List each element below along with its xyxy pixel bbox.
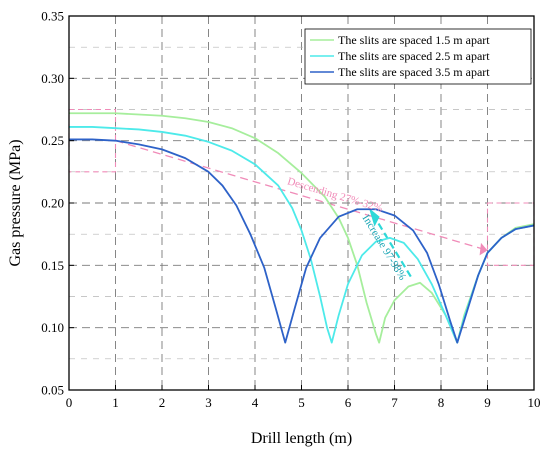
legend-label-3: The slits are spaced 3.5 m apart bbox=[338, 65, 490, 79]
legend-label-1: The slits are spaced 1.5 m apart bbox=[338, 33, 490, 47]
x-tick-label: 6 bbox=[345, 395, 352, 410]
y-tick-label: 0.20 bbox=[41, 196, 64, 211]
x-axis-title: Drill length (m) bbox=[251, 430, 352, 447]
annotation-labels: Descending 27%-32%Increase 97-98% bbox=[286, 175, 409, 282]
x-tick-label: 9 bbox=[484, 395, 491, 410]
series-line-3 bbox=[69, 138, 535, 344]
legend: The slits are spaced 1.5 m apart The sli… bbox=[304, 28, 532, 85]
y-tick-label: 0.15 bbox=[41, 258, 64, 273]
x-tick-label: 0 bbox=[66, 395, 73, 410]
series-layer bbox=[69, 112, 535, 344]
annotation-layer bbox=[68, 108, 535, 278]
x-tick-label: 1 bbox=[112, 395, 119, 410]
x-tick-label: 8 bbox=[438, 395, 445, 410]
x-tick-label: 5 bbox=[298, 395, 305, 410]
descending-label: Descending 27%-32% bbox=[286, 175, 384, 214]
y-tick-label: 0.35 bbox=[41, 9, 64, 24]
descending-arrowhead bbox=[479, 242, 488, 256]
legend-label-2: The slits are spaced 2.5 m apart bbox=[338, 49, 490, 63]
x-tick-label: 2 bbox=[159, 395, 166, 410]
x-tick-label: 10 bbox=[528, 395, 541, 410]
y-axis-title: Gas pressure (MPa) bbox=[7, 139, 24, 266]
y-tick-label: 0.10 bbox=[41, 320, 64, 335]
increase-arrowhead bbox=[368, 207, 380, 227]
y-tick-label: 0.30 bbox=[41, 71, 64, 86]
legend-box bbox=[304, 28, 532, 85]
x-tick-label: 4 bbox=[252, 395, 259, 410]
increase-label: Increase 97-98% bbox=[360, 213, 409, 283]
axis-ticks: 0 1 2 3 4 5 6 7 8 9 10 0.05 0.10 0.15 0.20 0.25 0.30 0.35 bbox=[41, 9, 540, 411]
grid-lines bbox=[69, 16, 534, 390]
x-tick-label: 3 bbox=[205, 395, 212, 410]
y-tick-label: 0.25 bbox=[41, 133, 64, 148]
x-tick-label: 7 bbox=[391, 395, 398, 410]
increase-arrow-line bbox=[372, 214, 412, 278]
y-tick-label: 0.05 bbox=[41, 383, 64, 398]
